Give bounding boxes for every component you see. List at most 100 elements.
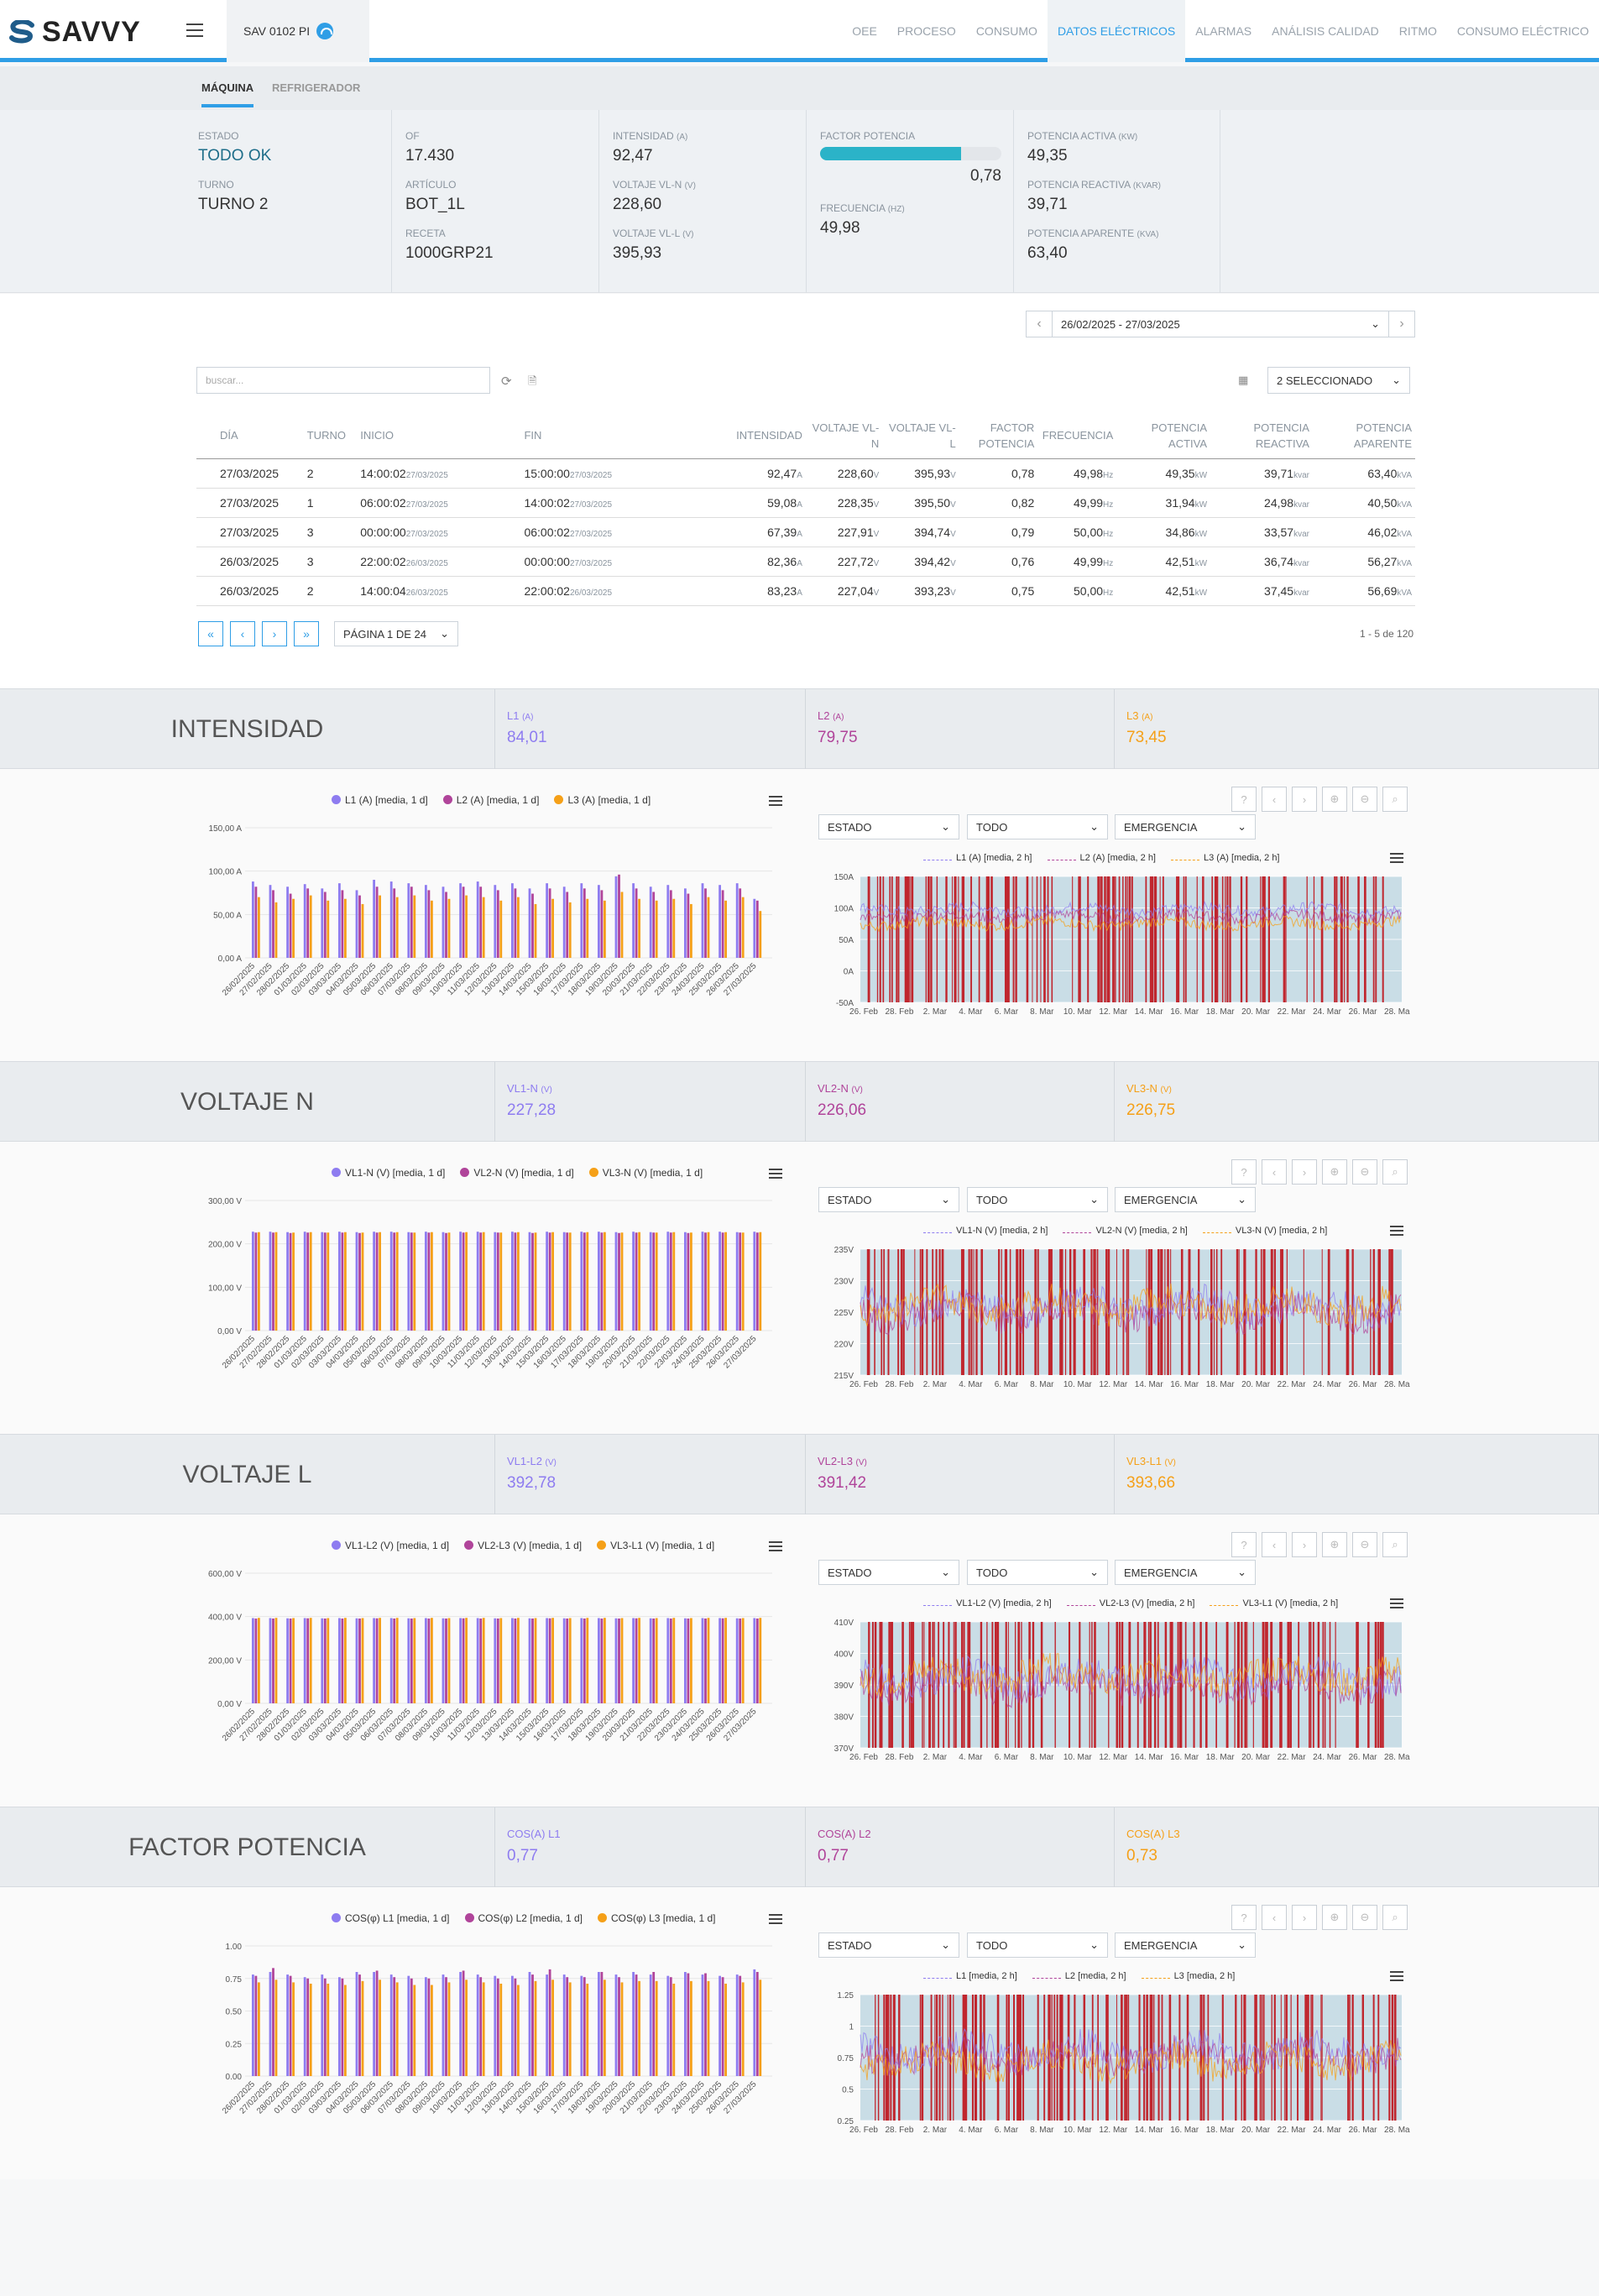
bar[interactable]	[252, 1974, 254, 2076]
bar[interactable]	[669, 1618, 672, 1703]
bar[interactable]	[327, 900, 330, 958]
bar[interactable]	[476, 881, 479, 958]
bar[interactable]	[413, 1985, 416, 2077]
calendar-icon[interactable]: ▦	[1238, 374, 1249, 386]
bar[interactable]	[413, 1232, 416, 1331]
bar[interactable]	[306, 888, 310, 958]
bar[interactable]	[546, 1232, 548, 1331]
bar[interactable]	[724, 1983, 727, 2076]
legend-item[interactable]: L2 (A) [media, 2 h]	[1047, 853, 1156, 863]
next-icon[interactable]: ›	[1292, 1532, 1317, 1557]
bar[interactable]	[269, 1618, 272, 1703]
bar[interactable]	[562, 886, 566, 958]
filter-todo[interactable]: TODO ⌄	[967, 814, 1108, 839]
bar[interactable]	[476, 1974, 479, 2076]
prev-icon[interactable]: ‹	[1262, 1532, 1287, 1557]
col-header-factor-potencia[interactable]: FACTOR POTENCIA	[959, 413, 1038, 459]
bar[interactable]	[338, 1618, 341, 1703]
legend-item[interactable]: COS(φ) L3 [media, 1 d]	[598, 1912, 716, 1924]
legend-item[interactable]: COS(φ) L1 [media, 1 d]	[332, 1912, 450, 1924]
bar[interactable]	[649, 1618, 652, 1703]
bar[interactable]	[373, 880, 375, 958]
bar[interactable]	[289, 1975, 292, 2076]
refresh-icon[interactable]: ⟳	[501, 374, 512, 389]
page-select[interactable]: PÁGINA 1 DE 24 ⌄	[334, 621, 458, 646]
bar[interactable]	[355, 1972, 358, 2076]
series-line[interactable]	[860, 914, 1402, 933]
bar[interactable]	[254, 1232, 258, 1331]
zoom-reset-icon[interactable]: ⌕	[1382, 1532, 1408, 1557]
bar[interactable]	[410, 886, 413, 958]
bar[interactable]	[465, 895, 468, 958]
zoom-in-icon[interactable]: ⊕	[1322, 787, 1347, 812]
bar[interactable]	[321, 1232, 324, 1331]
bar[interactable]	[425, 1977, 427, 2076]
column-select[interactable]: 2 SELECCIONADO ⌄	[1267, 367, 1410, 394]
bar[interactable]	[618, 1977, 620, 2076]
nav-analisis-calidad[interactable]: ANÁLISIS CALIDAD	[1272, 24, 1379, 38]
first-page-button[interactable]: «	[198, 621, 223, 646]
zoom-out-icon[interactable]: ⊖	[1352, 1159, 1377, 1185]
bar[interactable]	[272, 890, 274, 958]
bar[interactable]	[494, 1232, 497, 1331]
bar[interactable]	[551, 1980, 554, 2076]
bar[interactable]	[655, 1618, 658, 1703]
bar[interactable]	[755, 1618, 759, 1703]
bar[interactable]	[358, 1232, 361, 1331]
bar[interactable]	[358, 1974, 361, 2076]
bar[interactable]	[479, 1977, 483, 2076]
bar[interactable]	[568, 902, 572, 958]
bar[interactable]	[496, 890, 499, 958]
bar[interactable]	[669, 1977, 672, 2076]
bar[interactable]	[410, 1618, 413, 1703]
bar[interactable]	[735, 1974, 739, 2076]
bar[interactable]	[583, 1977, 586, 2076]
bar[interactable]	[719, 885, 721, 958]
bar[interactable]	[258, 897, 260, 958]
bar[interactable]	[548, 1232, 551, 1331]
bar[interactable]	[687, 893, 690, 958]
bar[interactable]	[479, 886, 483, 958]
bar[interactable]	[528, 888, 531, 958]
bar[interactable]	[482, 1232, 485, 1331]
bar[interactable]	[568, 1618, 572, 1703]
series-line[interactable]	[860, 1653, 1402, 1697]
bar[interactable]	[445, 1618, 447, 1703]
bar[interactable]	[620, 1982, 624, 2076]
col-header-potencia-activa[interactable]: POTENCIA ACTIVA	[1116, 413, 1211, 459]
bar[interactable]	[690, 1618, 692, 1703]
bar[interactable]	[566, 1232, 569, 1331]
bar[interactable]	[672, 1618, 676, 1703]
date-prev-button[interactable]: ‹	[1026, 311, 1053, 337]
bar[interactable]	[614, 1232, 618, 1331]
bar[interactable]	[735, 883, 739, 958]
bar[interactable]	[425, 885, 427, 958]
bar[interactable]	[459, 1232, 462, 1331]
bar[interactable]	[292, 1982, 295, 2076]
bar[interactable]	[707, 1618, 710, 1703]
bar[interactable]	[442, 886, 445, 958]
bar[interactable]	[652, 892, 656, 958]
bar[interactable]	[309, 1232, 312, 1331]
bar[interactable]	[254, 1975, 258, 2076]
bar[interactable]	[652, 1618, 656, 1703]
zoom-reset-icon[interactable]: ⌕	[1382, 1905, 1408, 1930]
bar[interactable]	[701, 1232, 704, 1331]
bar[interactable]	[666, 1975, 670, 2076]
bar[interactable]	[327, 1983, 330, 2076]
bar[interactable]	[375, 1618, 379, 1703]
bar[interactable]	[580, 1232, 583, 1331]
bar[interactable]	[459, 1972, 462, 2076]
zoom-in-icon[interactable]: ⊕	[1322, 1532, 1347, 1557]
bar[interactable]	[407, 1618, 410, 1703]
bar[interactable]	[753, 898, 756, 958]
bar[interactable]	[632, 1618, 635, 1703]
legend-item[interactable]: VL2-L3 (V) [media, 2 h]	[1066, 1598, 1194, 1608]
bar[interactable]	[546, 1974, 548, 2076]
filter-emergencia[interactable]: EMERGENCIA ⌄	[1115, 1560, 1256, 1585]
bar[interactable]	[496, 1618, 499, 1703]
table-row[interactable]: 26/03/2025 2 14:00:0426/03/2025 22:00:0226/…	[196, 576, 1415, 606]
bar[interactable]	[614, 1974, 618, 2076]
legend-item[interactable]: L1 [media, 2 h]	[923, 1971, 1017, 1981]
prev-page-button[interactable]: ‹	[230, 621, 255, 646]
